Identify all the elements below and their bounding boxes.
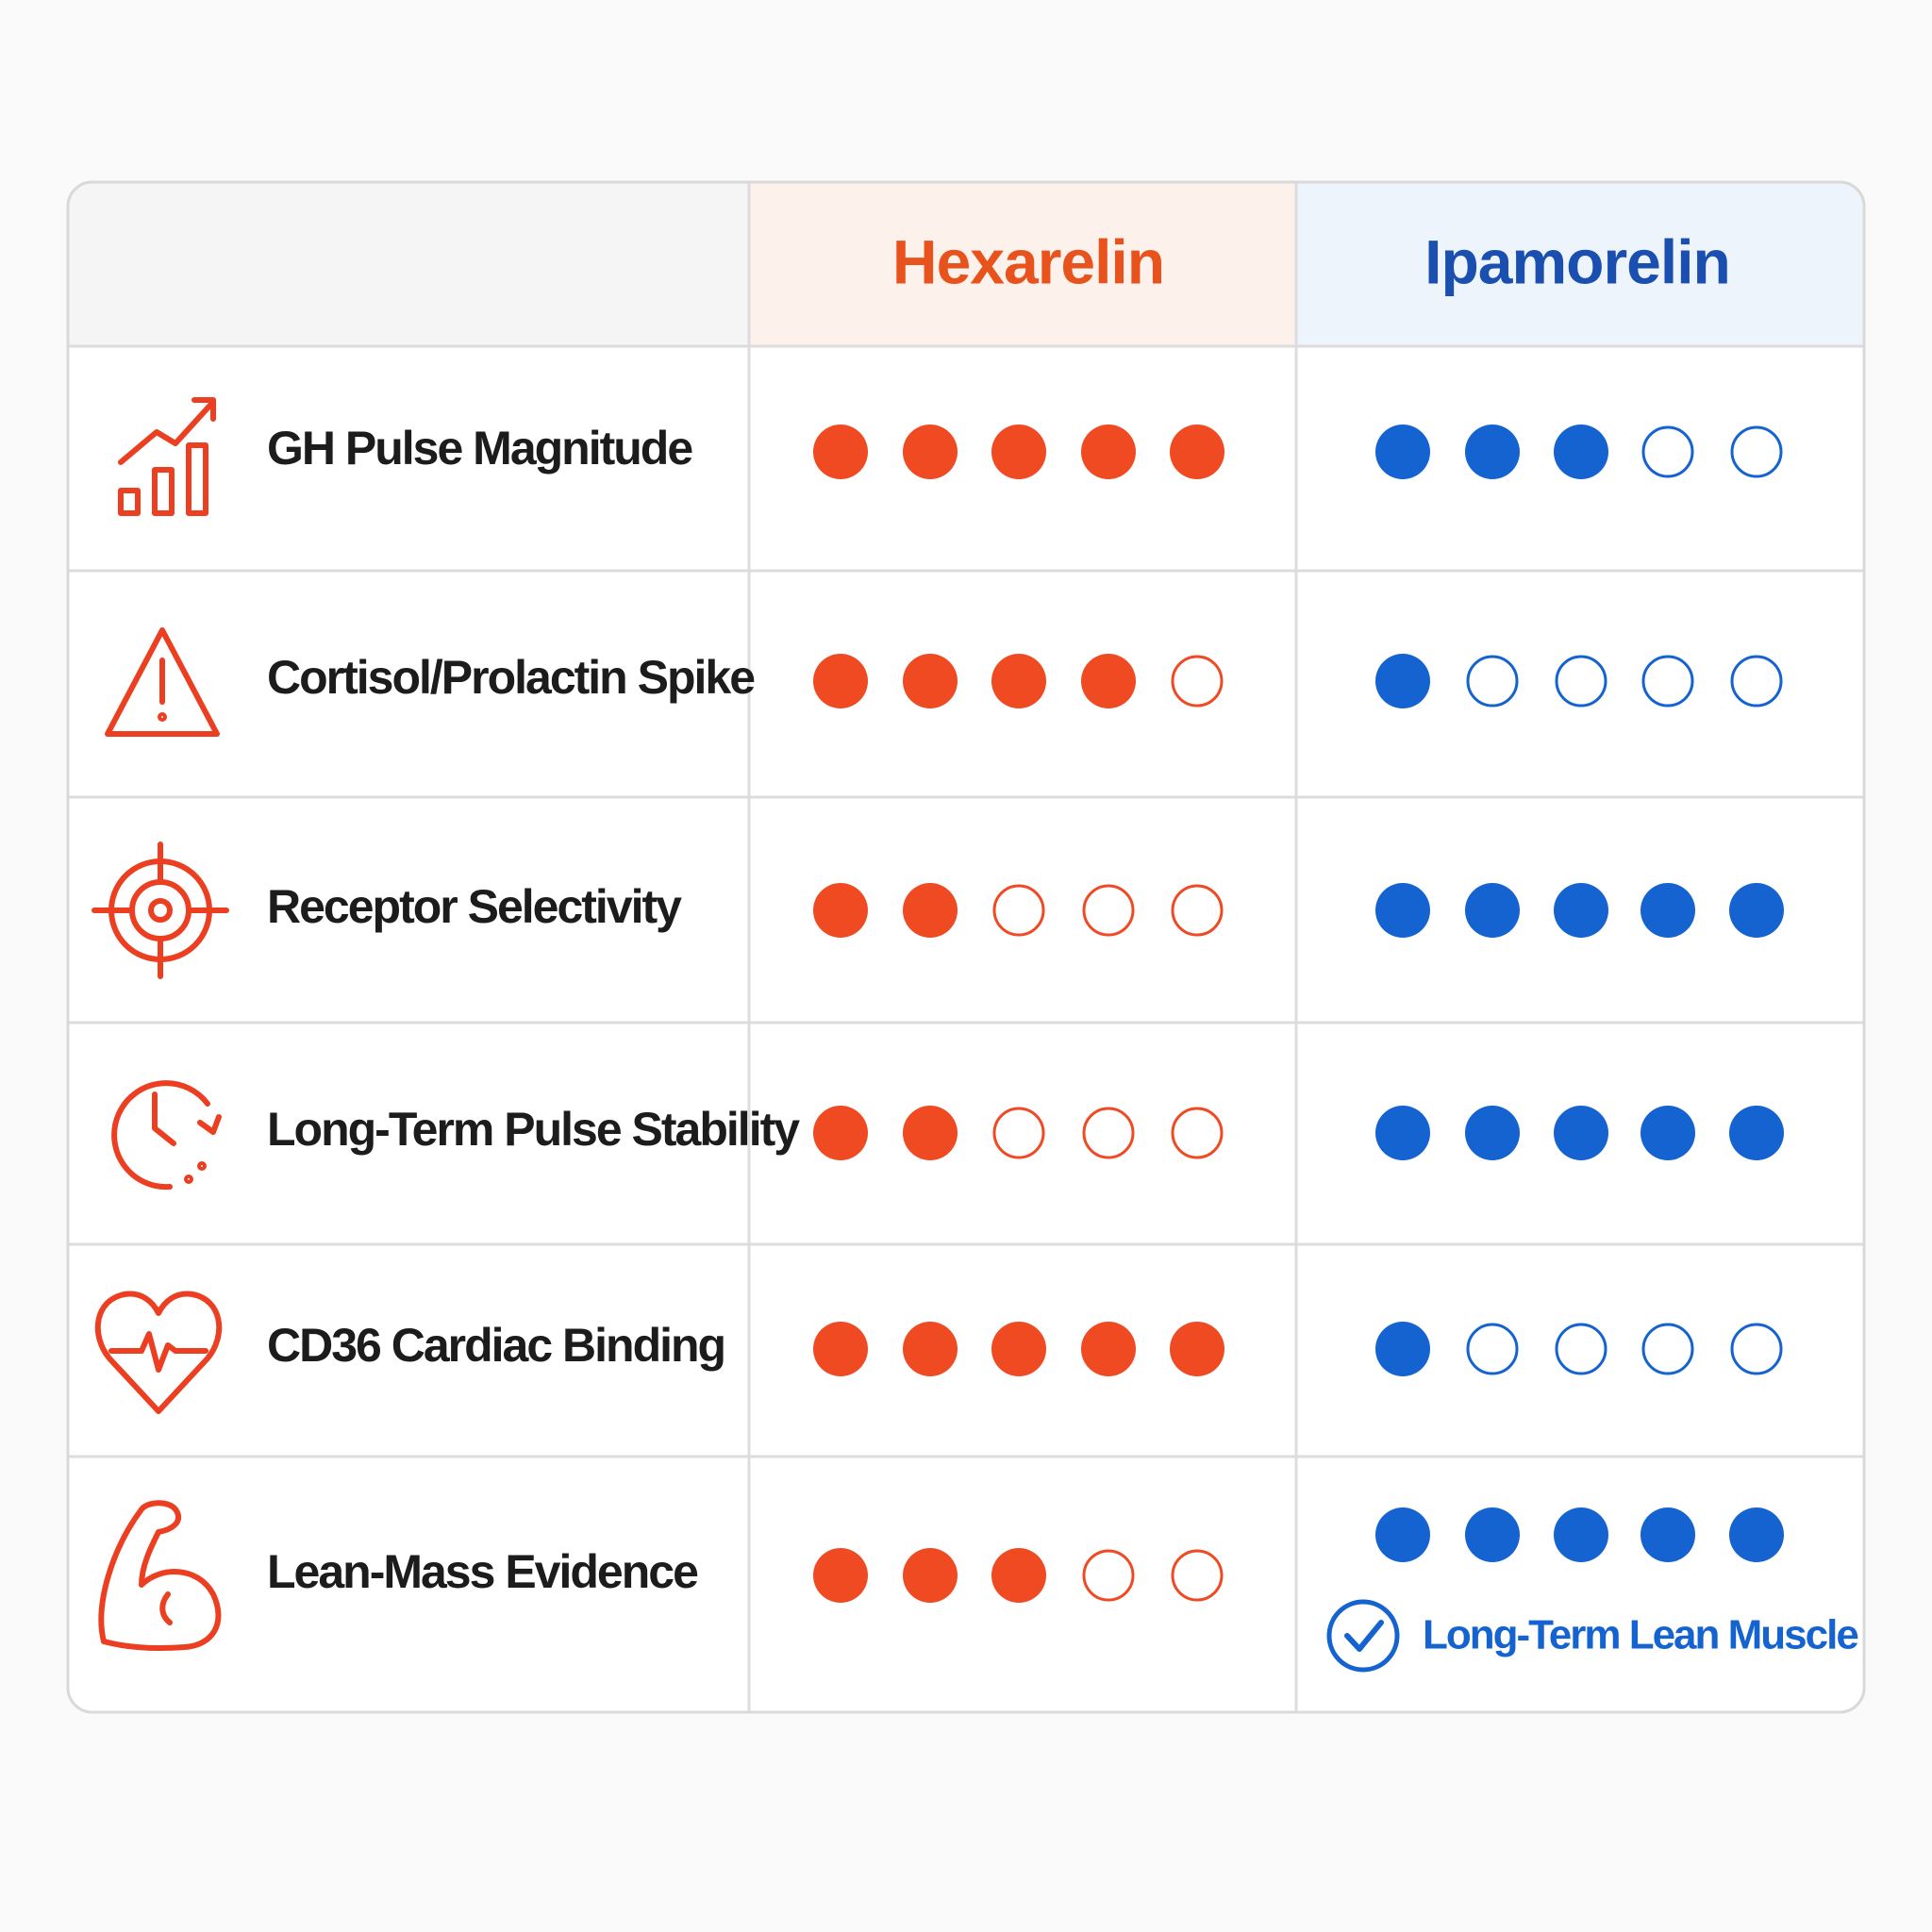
dot-filled — [1465, 1106, 1520, 1160]
dot-empty — [992, 884, 1045, 937]
dot-filled — [1375, 425, 1430, 479]
table-border — [66, 180, 1866, 1714]
dot-empty — [1555, 1323, 1607, 1375]
dot-filled — [1375, 654, 1430, 708]
rating — [813, 654, 1224, 708]
row-label: CD36 Cardiac Binding — [267, 1319, 724, 1372]
dot-empty — [1171, 1549, 1224, 1602]
dot-filled — [903, 1106, 958, 1160]
dot-filled — [1641, 1106, 1695, 1160]
icon-chart — [118, 397, 216, 516]
icon-warning — [105, 627, 220, 737]
dot-filled — [1375, 1507, 1430, 1562]
dot-filled — [1081, 654, 1136, 708]
dot-filled — [1170, 1322, 1224, 1376]
rating — [813, 1322, 1224, 1376]
rating — [813, 425, 1224, 479]
icon-clock — [111, 1080, 222, 1191]
dot-empty — [1466, 655, 1519, 708]
check-icon — [1326, 1599, 1400, 1673]
dot-empty — [1466, 1323, 1519, 1375]
row-label: Long-Term Pulse Stability — [267, 1103, 800, 1156]
dot-filled — [1729, 1507, 1784, 1562]
rating — [813, 883, 1224, 938]
dot-filled — [1641, 1507, 1695, 1562]
dot-filled — [991, 1548, 1046, 1603]
dot-empty — [992, 1107, 1045, 1159]
dot-empty — [1641, 655, 1694, 708]
dot-filled — [1554, 1106, 1608, 1160]
rating — [1375, 883, 1784, 938]
dot-filled — [813, 425, 868, 479]
dot-filled — [1375, 883, 1430, 938]
row-label: GH Pulse Magnitude — [267, 422, 692, 475]
dot-empty — [1730, 425, 1783, 478]
icon-muscle — [98, 1500, 222, 1652]
table-frame — [66, 180, 1866, 1714]
dot-filled — [813, 654, 868, 708]
rating — [1375, 1106, 1784, 1160]
grid — [68, 182, 1864, 1712]
rating — [1375, 1507, 1784, 1562]
dot-filled — [1729, 1106, 1784, 1160]
header-hex-bg — [749, 182, 1296, 346]
dot-empty — [1171, 1107, 1224, 1159]
dot-filled — [903, 425, 958, 479]
dot-empty — [1082, 1107, 1135, 1159]
dot-filled — [903, 654, 958, 708]
dot-empty — [1171, 655, 1224, 708]
dot-empty — [1555, 655, 1607, 708]
dot-filled — [813, 1106, 868, 1160]
dot-filled — [1375, 1322, 1430, 1376]
dot-filled — [1465, 425, 1520, 479]
dot-filled — [991, 425, 1046, 479]
header-ipa-bg — [1296, 182, 1864, 346]
dot-filled — [1554, 883, 1608, 938]
dot-filled — [813, 1548, 868, 1603]
dot-empty — [1082, 884, 1135, 937]
column-header: Hexarelin — [892, 226, 1164, 296]
dot-empty — [1730, 1323, 1783, 1375]
dot-filled — [1641, 883, 1695, 938]
dot-filled — [813, 883, 868, 938]
dot-empty — [1171, 884, 1224, 937]
rating — [813, 1548, 1224, 1603]
note: Long-Term Lean Muscle — [1423, 1612, 1857, 1658]
dot-empty — [1641, 425, 1694, 478]
dot-filled — [1081, 1322, 1136, 1376]
dot-filled — [1081, 425, 1136, 479]
dot-filled — [903, 1322, 958, 1376]
dot-filled — [1170, 425, 1224, 479]
dot-empty — [1641, 1323, 1694, 1375]
rating — [1375, 425, 1783, 479]
dot-filled — [991, 654, 1046, 708]
icon-target — [92, 841, 229, 979]
rating — [1375, 1322, 1783, 1376]
dot-filled — [1465, 1507, 1520, 1562]
row-label: Cortisol/Prolactin Spike — [267, 651, 755, 704]
header-blank — [68, 182, 749, 346]
check-mark — [1344, 1620, 1384, 1652]
dot-filled — [1729, 883, 1784, 938]
row-label: Lean-Mass Evidence — [267, 1545, 698, 1598]
dot-filled — [991, 1322, 1046, 1376]
dot-filled — [1375, 1106, 1430, 1160]
column-header: Ipamorelin — [1424, 226, 1730, 296]
row-label: Receptor Selectivity — [267, 880, 682, 933]
dot-filled — [903, 1548, 958, 1603]
rating — [1375, 654, 1783, 708]
dot-empty — [1730, 655, 1783, 708]
dot-filled — [1554, 1507, 1608, 1562]
dot-empty — [1082, 1549, 1135, 1602]
dot-filled — [903, 883, 958, 938]
dot-filled — [813, 1322, 868, 1376]
dot-filled — [1554, 425, 1608, 479]
dot-filled — [1465, 883, 1520, 938]
rating — [813, 1106, 1224, 1160]
icon-heart — [94, 1291, 223, 1414]
